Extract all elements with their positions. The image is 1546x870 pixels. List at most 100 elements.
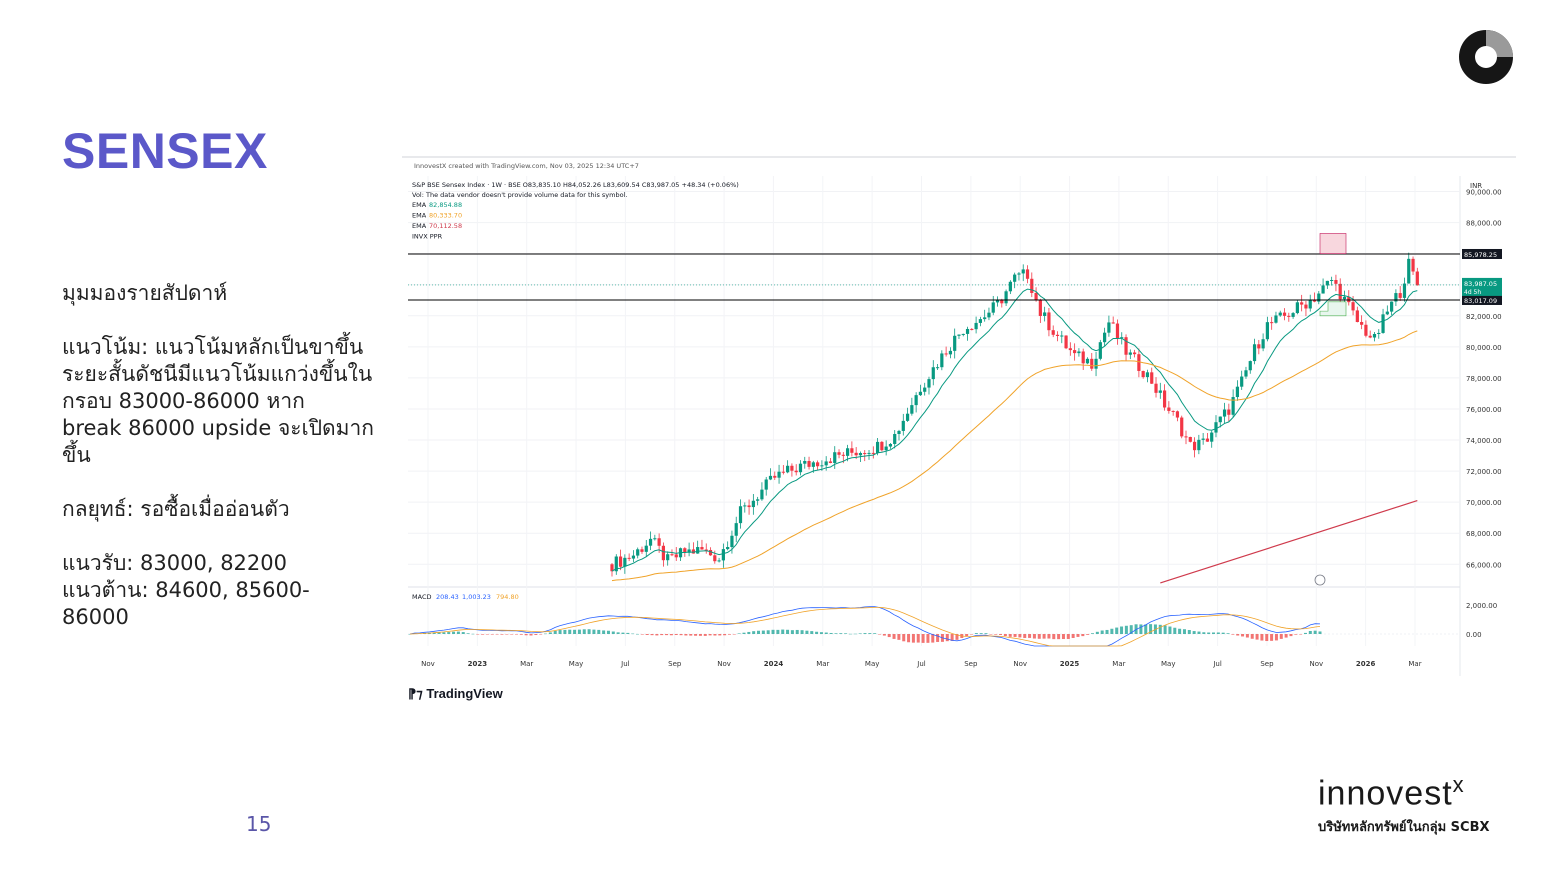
candle-body: [1282, 312, 1287, 316]
candle-body: [1390, 301, 1394, 312]
candle-body: [1317, 293, 1321, 302]
candle-body: [1171, 410, 1175, 412]
y-tick-label: 74,000.00: [1466, 437, 1502, 445]
macd-histogram-bar: [558, 630, 562, 634]
macd-histogram-bar: [563, 629, 567, 634]
candle-body: [648, 538, 653, 546]
macd-histogram-bar: [471, 633, 475, 635]
candle-body: [987, 312, 991, 318]
macd-histogram-bar: [1086, 634, 1090, 635]
macd-histogram-bar: [727, 634, 731, 635]
candle-body: [760, 489, 764, 500]
macd-histogram-bar: [1057, 634, 1061, 640]
indicator-label: EMA: [412, 212, 427, 220]
macd-histogram-bar: [974, 633, 978, 634]
macd-histogram-bar: [432, 632, 436, 634]
macd-histogram-bar: [1023, 634, 1027, 638]
macd-histogram-bar: [621, 632, 625, 634]
candle-body: [790, 465, 794, 471]
macd-histogram-bar: [742, 632, 746, 634]
x-tick-label: Mar: [1408, 660, 1421, 668]
macd-histogram-bar: [689, 634, 693, 636]
macd-histogram-bar: [747, 631, 751, 634]
macd-histogram-bar: [868, 633, 872, 634]
candle-body: [953, 335, 957, 351]
x-tick-label: Sep: [1260, 660, 1274, 668]
macd-histogram-bar: [713, 634, 717, 636]
macd-histogram-bar: [786, 629, 790, 634]
macd-histogram-bar: [989, 634, 993, 635]
candle-body: [726, 547, 730, 550]
x-tick-label: May: [569, 660, 583, 668]
indicator-value: 80,333.70: [429, 212, 462, 220]
macd-histogram-bar: [1091, 633, 1094, 634]
macd-histogram-bar: [902, 634, 906, 642]
candle-body: [837, 452, 841, 455]
macd-histogram-bar: [660, 634, 664, 636]
candle-body: [854, 452, 858, 456]
sensex-weekly-chart: 90,000.0088,000.0086,000.0084,000.0082,0…: [402, 156, 1516, 706]
macd-histogram-bar: [636, 633, 639, 635]
candle-body: [1158, 390, 1162, 393]
macd-histogram-bar: [810, 631, 814, 634]
macd-line: [409, 606, 1321, 647]
macd-histogram-bar: [907, 634, 911, 643]
candle-body: [756, 499, 760, 501]
y-tick-label: 66,000.00: [1466, 561, 1502, 569]
candle-body: [730, 535, 734, 548]
candle-body: [674, 554, 678, 558]
macd-histogram-bar: [1221, 632, 1225, 634]
alert-icon: [1314, 574, 1326, 586]
candle-body: [858, 453, 863, 456]
candle-body: [1351, 302, 1355, 311]
macd-hist-value: 794.80: [496, 593, 519, 601]
macd-histogram-bar: [1149, 624, 1153, 634]
candle-body: [1133, 352, 1137, 355]
y-tick-label: 76,000.00: [1466, 406, 1502, 414]
symbol-line: S&P BSE Sensex Index · 1W · BSE O83,835.…: [412, 181, 739, 189]
candle-body: [897, 430, 901, 434]
candle-body: [640, 549, 644, 552]
macd-histogram-bar: [1124, 625, 1128, 634]
x-tick-label: 2023: [468, 660, 488, 668]
ema-long-line: [1160, 500, 1418, 584]
macd-histogram-bar: [1076, 634, 1080, 637]
macd-histogram-bar: [926, 634, 930, 643]
macd-histogram-bar: [495, 634, 499, 635]
macd-histogram-bar: [442, 632, 446, 634]
candle-body: [696, 547, 700, 554]
candle-body: [1325, 280, 1329, 286]
indicator-value: 70,112.58: [429, 222, 462, 230]
candle-body: [978, 319, 982, 323]
x-tick-label: Sep: [964, 660, 978, 668]
candle-body: [1398, 293, 1402, 298]
candle-body: [828, 461, 833, 463]
candle-body: [884, 446, 888, 451]
macd-histogram-bar: [548, 632, 552, 634]
candle-body: [614, 556, 618, 572]
macd-histogram-bar: [1144, 624, 1148, 634]
macd-histogram-bar: [1197, 631, 1201, 634]
candle-body: [918, 391, 923, 396]
candle-body: [1248, 361, 1252, 371]
candle-body: [944, 353, 948, 355]
candle-body: [794, 470, 798, 473]
candle-body: [995, 300, 1000, 303]
candle-body: [1055, 334, 1060, 336]
candle-body: [1205, 438, 1210, 442]
macd-histogram-bar: [708, 634, 712, 636]
candle-body: [777, 471, 781, 478]
macd-histogram-bar: [500, 634, 504, 635]
macd-histogram-bar: [1284, 634, 1288, 638]
macd-histogram-bar: [1042, 634, 1046, 639]
macd-histogram-bar: [1178, 628, 1182, 634]
last-price-label: 83,987.05: [1464, 280, 1497, 288]
macd-histogram-bar: [408, 634, 412, 635]
candle-body: [935, 367, 940, 369]
candle-body: [1278, 312, 1282, 316]
candle-body: [910, 405, 914, 414]
candle-body: [1115, 323, 1120, 339]
macd-histogram-bar: [655, 634, 659, 636]
macd-histogram-bar: [679, 634, 683, 636]
candle-body: [1300, 302, 1304, 305]
